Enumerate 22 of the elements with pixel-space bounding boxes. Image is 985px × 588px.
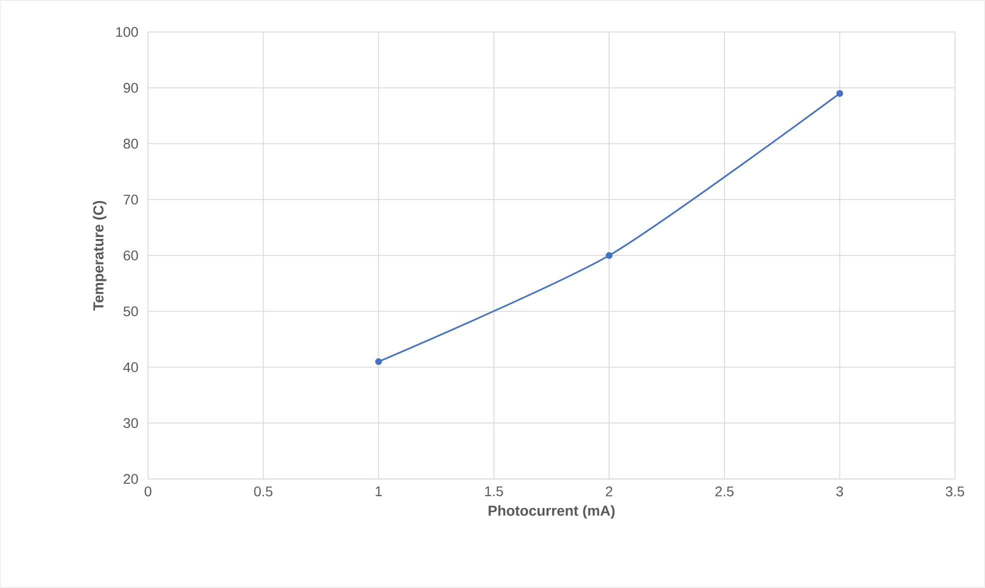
x-tick-label: 3 [836,486,843,496]
x-tick-label: 0 [144,486,152,496]
y-tick-label: 20 [124,474,138,484]
y-tick-label: 60 [124,250,138,260]
y-tick-label: 90 [124,82,138,93]
y-tick-label: 70 [124,194,138,205]
y-tick-label: 50 [124,306,138,316]
x-tick-label: 2.5 [715,486,734,496]
y-tick-label: 80 [124,138,138,149]
y-axis-title: Temperature (C) [92,200,106,311]
y-tick-label: 40 [123,362,138,372]
point [836,90,844,97]
y-tick-label: 30 [124,418,138,428]
x-tick-label: 3.5 [946,486,964,496]
point [606,252,613,259]
point [375,358,382,366]
x-tick-label: 1 [376,486,382,496]
x-tick-label: 0.5 [254,486,272,496]
x-tick-label: 2 [606,486,612,496]
x-tick-label: 1.5 [485,486,503,496]
x-axis-title: Photocurrent (mA) [488,505,615,519]
y-tick-label: 100 [116,27,138,37]
